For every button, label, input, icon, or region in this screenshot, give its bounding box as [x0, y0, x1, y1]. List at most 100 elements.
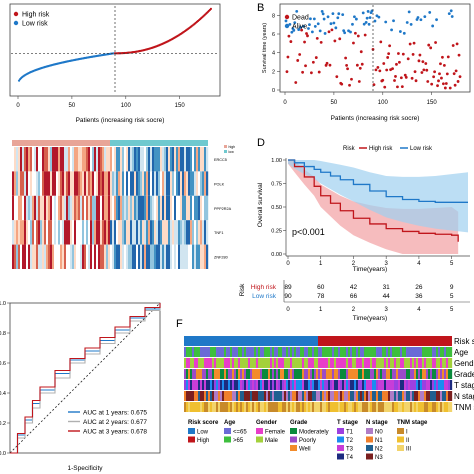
heatmap-cell	[56, 195, 59, 221]
clinical-cell	[304, 402, 307, 412]
clinical-cell	[202, 380, 205, 390]
clinical-cell	[252, 369, 255, 379]
clinical-cell	[338, 391, 341, 401]
clinical-cell	[422, 369, 425, 379]
heatmap-cell	[172, 220, 175, 245]
heatmap-cell	[182, 195, 185, 221]
clinical-cell	[436, 402, 439, 412]
clinical-cell	[194, 369, 197, 379]
clinical-cell	[246, 369, 249, 379]
heatmap-cell	[196, 195, 199, 221]
clinical-cell	[300, 369, 303, 379]
heatmap-cell	[154, 195, 157, 221]
survival-point	[390, 28, 393, 32]
heatmap-cell	[122, 220, 125, 245]
clinical-cell	[200, 369, 203, 379]
clinical-cell	[324, 347, 327, 357]
panel-a-x-axis-label: Patients (increasing risk socre)	[76, 117, 165, 124]
risk-table-value: 5	[450, 293, 454, 300]
heatmap-cell	[104, 171, 107, 196]
clinical-cell	[412, 358, 415, 368]
clinical-cell	[202, 402, 205, 412]
clinical-cell	[184, 391, 187, 401]
clinical-cell	[206, 369, 209, 379]
heatmap-cell	[178, 220, 181, 245]
heatmap-cell	[32, 244, 35, 269]
legend-label: High	[197, 438, 209, 444]
heatmap-cell	[82, 147, 85, 172]
clinical-cell	[272, 369, 275, 379]
clinical-cell	[318, 358, 321, 368]
clinical-cell	[200, 402, 203, 412]
heatmap-cell	[42, 195, 45, 221]
clinical-cell	[408, 369, 411, 379]
heatmap-cell	[160, 195, 163, 221]
heatmap-cell	[106, 147, 109, 172]
heatmap-cell	[186, 171, 189, 196]
clinical-cell	[218, 358, 221, 368]
risk-table-x-tick-label: 2	[352, 307, 356, 313]
y-tick-label: 4	[272, 51, 275, 57]
clinical-cell	[396, 380, 399, 390]
clinical-cell	[278, 402, 281, 412]
heatmap-cell	[176, 147, 179, 172]
clinical-cell	[378, 358, 381, 368]
clinical-cell	[348, 358, 351, 368]
clinical-cell	[216, 358, 219, 368]
clinical-cell	[330, 380, 333, 390]
clinical-cell	[278, 347, 281, 357]
heatmap-cell	[12, 195, 15, 221]
heatmap-cell	[196, 220, 199, 245]
clinical-cell	[208, 402, 211, 412]
clinical-cell	[450, 358, 453, 368]
clinical-cell	[330, 391, 333, 401]
survival-point	[395, 62, 398, 66]
clinical-cell	[396, 369, 399, 379]
survival-point	[433, 70, 436, 74]
clinical-cell	[402, 369, 405, 379]
heatmap-cell	[104, 195, 107, 221]
clinical-cell	[224, 358, 227, 368]
clinical-cell	[374, 347, 377, 357]
survival-point	[325, 61, 329, 65]
clinical-cell	[364, 369, 367, 379]
clinical-cell	[386, 391, 389, 401]
heatmap-cell	[144, 244, 147, 269]
clinical-cell	[364, 347, 367, 357]
clinical-cell	[286, 369, 289, 379]
heatmap-cell	[204, 171, 207, 196]
heatmap-cell	[112, 244, 115, 269]
heatmap-cell	[30, 220, 33, 245]
survival-point	[322, 17, 326, 21]
survival-point	[409, 22, 413, 26]
clinical-cell	[398, 402, 401, 412]
clinical-cell	[436, 347, 439, 357]
heatmap-cell	[146, 171, 149, 196]
y-tick-label: 2	[272, 69, 275, 75]
clinical-cell	[332, 380, 335, 390]
heatmap-cell	[22, 147, 25, 172]
clinical-cell	[428, 391, 431, 401]
survival-point	[394, 75, 397, 78]
clinical-cell	[278, 380, 281, 390]
clinical-cell	[440, 402, 443, 412]
clinical-cell	[450, 380, 453, 390]
clinical-cell	[220, 347, 223, 357]
clinical-cell	[200, 380, 203, 390]
survival-point	[386, 56, 390, 59]
clinical-cell	[332, 402, 335, 412]
survival-point	[292, 28, 296, 32]
x-tick-label: 100	[121, 103, 132, 109]
heatmap-cell	[78, 244, 81, 269]
clinical-cell	[414, 369, 417, 379]
heatmap-cell	[90, 244, 93, 269]
survival-point	[365, 16, 369, 20]
clinical-cell	[336, 391, 339, 401]
clinical-cell	[338, 380, 341, 390]
clinical-cell	[318, 391, 321, 401]
survival-point	[326, 15, 330, 19]
survival-point	[427, 43, 431, 47]
survival-point	[320, 10, 324, 13]
